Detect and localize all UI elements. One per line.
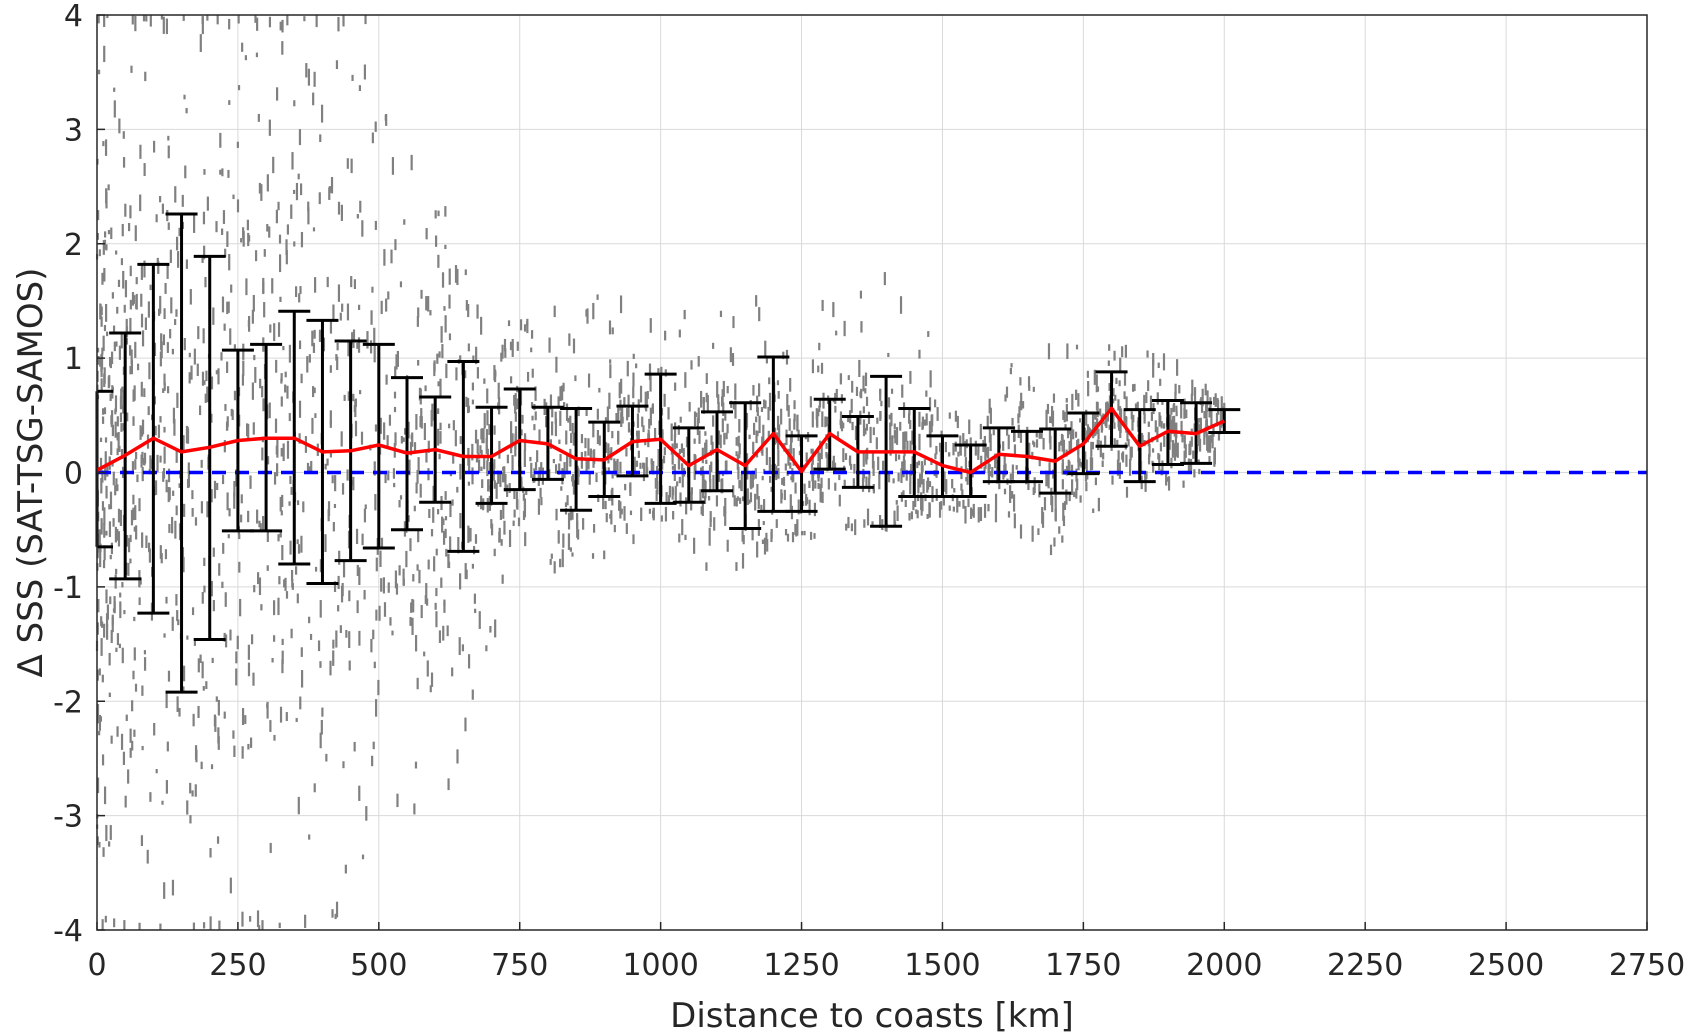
y-axis-ticks: -4 -3 -2 -1 0 1 2 3 4 bbox=[53, 0, 105, 949]
mean-line bbox=[96, 406, 1226, 475]
x-tick-label: 1500 bbox=[904, 948, 980, 983]
y-tick-label: 3 bbox=[64, 113, 83, 148]
x-axis-ticks: 0 250 500 750 1000 1250 1500 1750 2000 2250 2500 27… bbox=[87, 922, 1685, 983]
x-tick-label: 2000 bbox=[1186, 948, 1262, 983]
mean-line-layer bbox=[96, 406, 1226, 475]
y-tick-label: 2 bbox=[64, 228, 83, 263]
x-tick-label: 1000 bbox=[622, 948, 698, 983]
x-tick-label: 1250 bbox=[763, 948, 839, 983]
y-tick-label: -2 bbox=[53, 685, 83, 720]
x-tick-label: 2500 bbox=[1468, 948, 1544, 983]
x-tick-label: 2750 bbox=[1609, 948, 1685, 983]
y-tick-label: -1 bbox=[53, 571, 83, 606]
y-tick-label: -3 bbox=[53, 800, 83, 835]
x-tick-label: 1750 bbox=[1045, 948, 1121, 983]
x-axis-label: Distance to coasts [km] bbox=[670, 996, 1074, 1035]
x-tick-label: 750 bbox=[491, 948, 548, 983]
error-bar bbox=[785, 434, 818, 513]
x-tick-label: 500 bbox=[350, 948, 407, 983]
x-tick-label: 0 bbox=[87, 948, 106, 983]
y-axis-label: Δ SSS (SAT-TSG-SAMOS) bbox=[11, 268, 51, 678]
y-tick-label: -4 bbox=[53, 914, 83, 949]
y-tick-label: 0 bbox=[64, 457, 83, 492]
y-tick-label: 4 bbox=[64, 0, 83, 34]
x-tick-label: 2250 bbox=[1327, 948, 1403, 983]
y-tick-label: 1 bbox=[64, 342, 83, 377]
x-tick-label: 250 bbox=[209, 948, 266, 983]
